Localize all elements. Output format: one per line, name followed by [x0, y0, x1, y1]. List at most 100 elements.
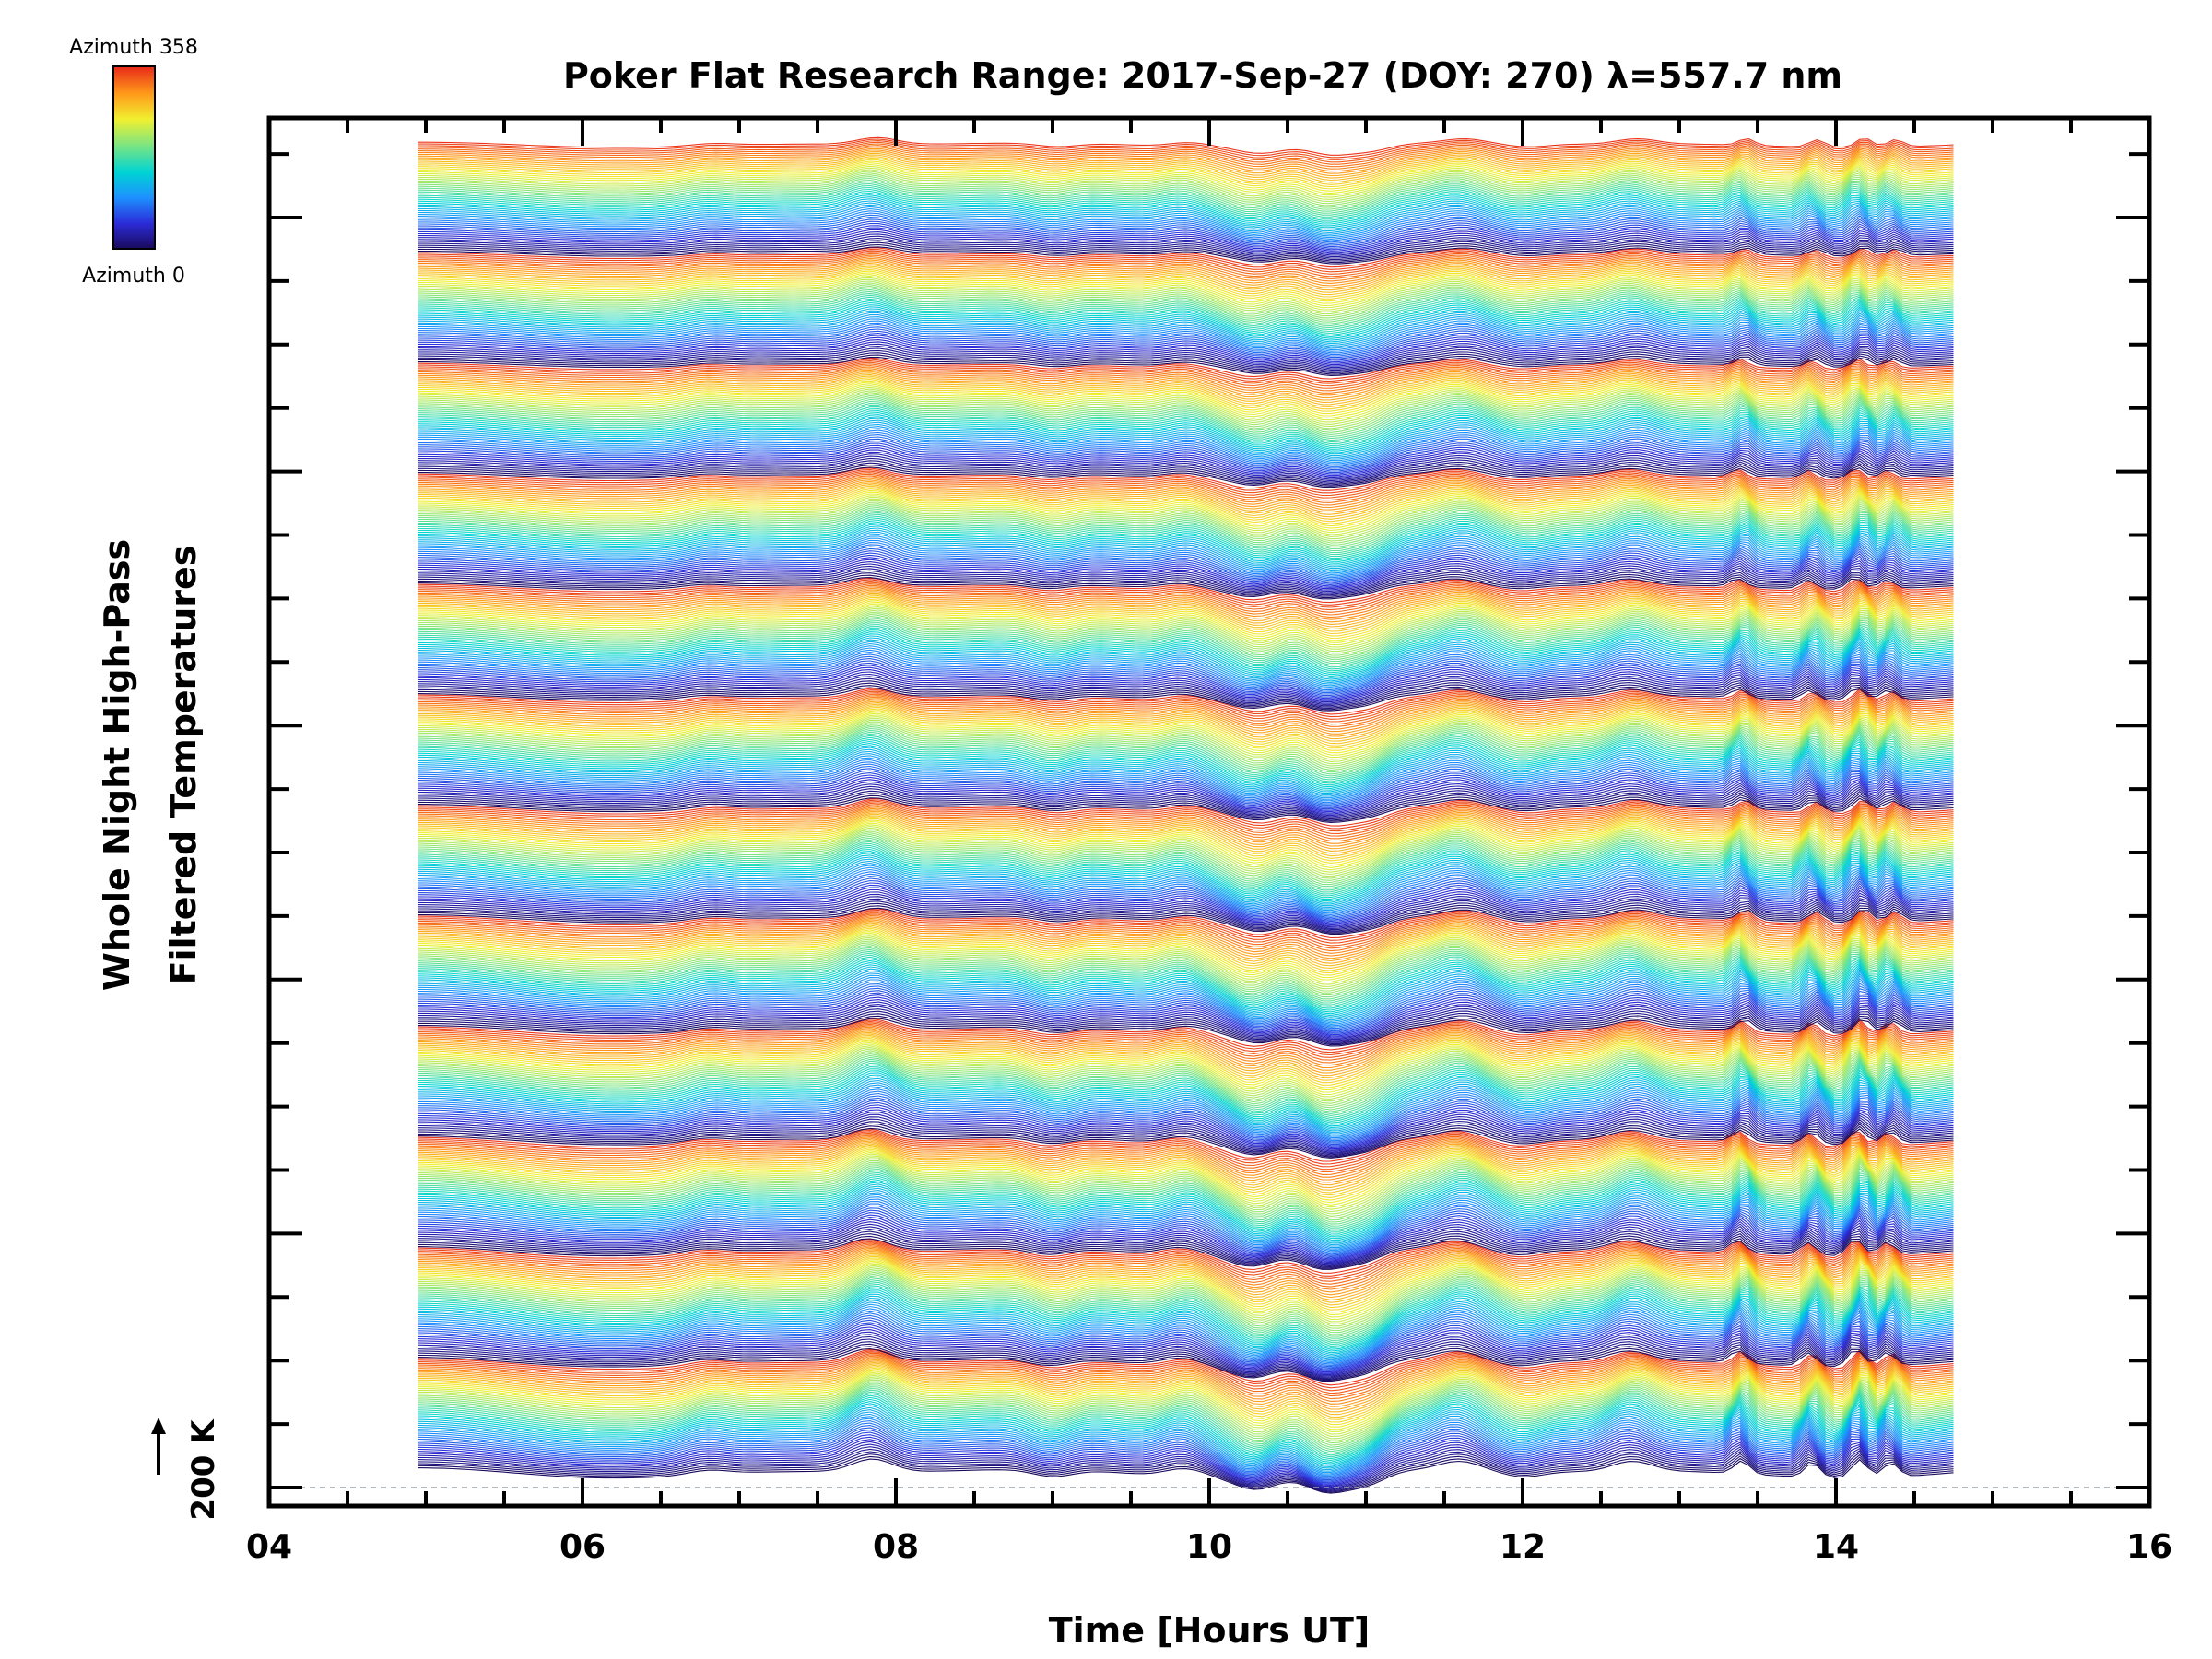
series-line	[418, 698, 1954, 733]
series-line	[418, 1356, 1954, 1402]
series-line	[418, 451, 1954, 479]
series-line	[418, 1384, 1954, 1448]
series-line	[418, 284, 1954, 319]
series-line	[418, 1274, 1954, 1335]
series-line	[418, 434, 1954, 467]
series-line	[418, 333, 1954, 361]
series-line	[418, 765, 1954, 806]
series-line	[418, 1267, 1954, 1327]
series-line	[418, 136, 1954, 156]
series-line	[418, 774, 1954, 811]
series-line	[418, 324, 1954, 355]
series-line	[418, 1303, 1954, 1361]
series-line	[418, 1249, 1954, 1296]
series-line	[418, 666, 1954, 700]
series-line	[418, 1182, 1954, 1240]
series-line	[418, 1033, 1954, 1078]
series-line	[418, 985, 1954, 1030]
series-line	[418, 844, 1954, 895]
series-line	[418, 462, 1954, 486]
series-line	[418, 1370, 1954, 1428]
series-line	[418, 587, 1954, 620]
series-line	[418, 761, 1954, 803]
series-line	[418, 790, 1954, 820]
series-line	[418, 306, 1954, 341]
series-line	[418, 1319, 1954, 1370]
x-tick-label: 16	[2126, 1528, 2172, 1566]
series-line	[418, 616, 1954, 660]
series-line	[418, 687, 1954, 712]
series-line	[418, 851, 1954, 900]
series-line	[418, 950, 1954, 1004]
series-line	[418, 653, 1954, 692]
series-line	[418, 390, 1954, 428]
series-line	[418, 1418, 1954, 1476]
series-line	[418, 846, 1954, 897]
series-line	[418, 1398, 1954, 1463]
series-line	[418, 570, 1954, 596]
series-line	[418, 1153, 1954, 1208]
series-line	[418, 910, 1954, 941]
series-line	[418, 476, 1954, 506]
series-line	[418, 938, 1954, 990]
series-line	[418, 1430, 1954, 1482]
series-line	[418, 233, 1954, 256]
series-line	[418, 708, 1954, 749]
series-line	[418, 280, 1954, 315]
series-line	[418, 392, 1954, 429]
series-line	[418, 243, 1954, 264]
series-line	[418, 519, 1954, 560]
series-line	[418, 768, 1954, 807]
series-line	[418, 1277, 1954, 1339]
series-line	[418, 1177, 1954, 1236]
series-line	[418, 484, 1954, 518]
series-line	[418, 1116, 1954, 1153]
series-line	[418, 1053, 1954, 1109]
series-line	[418, 1359, 1954, 1407]
series-line	[418, 736, 1954, 784]
series-line	[418, 229, 1954, 253]
series-line	[418, 1039, 1954, 1088]
series-line	[418, 1405, 1954, 1467]
series-line	[418, 695, 1954, 727]
series-line	[418, 706, 1954, 747]
series-line	[418, 1283, 1954, 1345]
series-line	[418, 316, 1954, 349]
series-line	[418, 265, 1954, 296]
series-line	[418, 1243, 1954, 1285]
series-line	[418, 748, 1954, 794]
series-line	[418, 813, 1954, 854]
series-line	[418, 398, 1954, 438]
series-line	[418, 1263, 1954, 1320]
series-line	[418, 1446, 1954, 1489]
series-line	[418, 607, 1954, 650]
series-line	[418, 923, 1954, 967]
series-line	[418, 1343, 1954, 1380]
axis-ticks	[267, 118, 2151, 1506]
series-line	[418, 603, 1954, 643]
series-line	[418, 1207, 1954, 1256]
series-line	[418, 662, 1954, 698]
series-line	[418, 534, 1954, 572]
series-line	[418, 157, 1954, 185]
series-line	[418, 1064, 1954, 1120]
series-line	[418, 1135, 1954, 1175]
series-line	[418, 692, 1954, 723]
series-line	[418, 1198, 1954, 1252]
series-line	[418, 956, 1954, 1009]
series-line	[418, 1112, 1954, 1151]
series-line	[418, 225, 1954, 251]
series-line	[418, 418, 1954, 455]
series-line	[418, 361, 1954, 387]
series-line	[418, 431, 1954, 466]
series-line	[418, 755, 1954, 799]
series-line	[418, 493, 1954, 532]
series-line	[418, 1416, 1954, 1475]
series-line	[418, 1247, 1954, 1293]
series-line	[418, 929, 1954, 976]
series-line	[418, 879, 1954, 921]
x-tick-labels: 04 06 08 10 12 14 16	[246, 1528, 2172, 1566]
series-line	[418, 1271, 1954, 1332]
series-line	[418, 498, 1954, 537]
series-line	[418, 276, 1954, 311]
